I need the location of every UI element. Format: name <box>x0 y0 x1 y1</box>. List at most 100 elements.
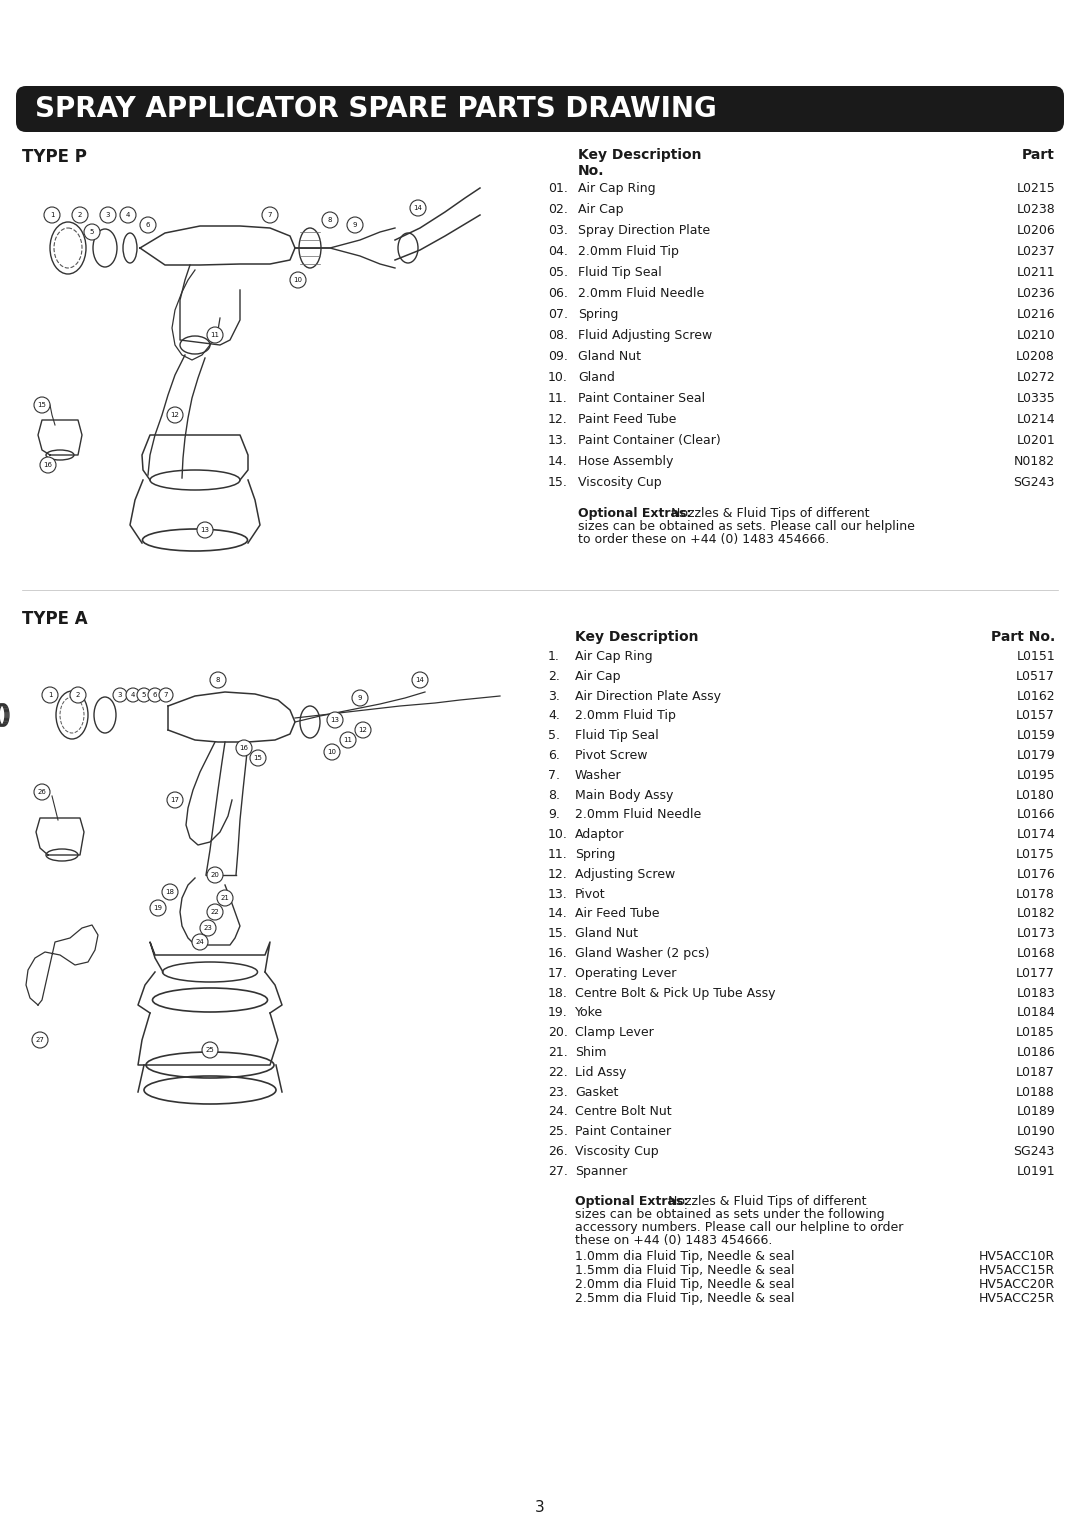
Text: Lid Assy: Lid Assy <box>575 1066 626 1079</box>
Text: 3: 3 <box>106 211 110 218</box>
Circle shape <box>347 218 363 233</box>
Text: 2.: 2. <box>548 669 559 683</box>
Text: 24: 24 <box>195 939 204 945</box>
Text: Air Feed Tube: Air Feed Tube <box>575 907 660 921</box>
Circle shape <box>192 935 208 950</box>
Circle shape <box>262 207 278 224</box>
Text: L0166: L0166 <box>1016 809 1055 821</box>
Text: L0162: L0162 <box>1016 689 1055 703</box>
Circle shape <box>410 201 426 216</box>
Text: L0237: L0237 <box>1016 245 1055 257</box>
Text: Fluid Tip Seal: Fluid Tip Seal <box>575 729 659 741</box>
Text: Paint Container: Paint Container <box>575 1124 671 1138</box>
Text: 5: 5 <box>141 692 146 699</box>
Text: L0201: L0201 <box>1016 434 1055 447</box>
Circle shape <box>207 867 222 882</box>
Text: Spanner: Spanner <box>575 1164 627 1178</box>
Circle shape <box>207 904 222 921</box>
Text: L0177: L0177 <box>1016 967 1055 980</box>
Text: 2.0mm Fluid Needle: 2.0mm Fluid Needle <box>578 286 704 300</box>
Circle shape <box>202 1042 218 1059</box>
Text: Gland: Gland <box>578 371 615 385</box>
Text: 21: 21 <box>220 895 229 901</box>
Text: 16: 16 <box>240 745 248 751</box>
Text: Paint Container Seal: Paint Container Seal <box>578 392 705 404</box>
Text: 13: 13 <box>201 527 210 533</box>
Text: SPRAY APPLICATOR SPARE PARTS DRAWING: SPRAY APPLICATOR SPARE PARTS DRAWING <box>35 95 717 123</box>
Circle shape <box>33 397 50 414</box>
Text: L0178: L0178 <box>1016 887 1055 901</box>
Text: 12: 12 <box>171 412 179 418</box>
Text: L0189: L0189 <box>1016 1106 1055 1118</box>
Text: 6: 6 <box>146 222 150 228</box>
Text: 20: 20 <box>211 872 219 878</box>
Text: 3.: 3. <box>548 689 559 703</box>
Text: Spring: Spring <box>578 308 619 322</box>
Text: 22.: 22. <box>548 1066 568 1079</box>
Text: 08.: 08. <box>548 329 568 342</box>
Text: 26: 26 <box>38 789 46 795</box>
Circle shape <box>210 673 226 688</box>
Text: Nozzles & Fluid Tips of different: Nozzles & Fluid Tips of different <box>666 507 869 519</box>
Text: 13.: 13. <box>548 434 568 447</box>
Text: 21.: 21. <box>548 1046 568 1059</box>
Circle shape <box>217 890 233 905</box>
Circle shape <box>291 273 306 288</box>
Text: 19.: 19. <box>548 1007 568 1019</box>
Text: 15: 15 <box>38 401 46 408</box>
Text: 23.: 23. <box>548 1086 568 1098</box>
Text: 9: 9 <box>353 222 357 228</box>
Text: Air Cap Ring: Air Cap Ring <box>575 650 652 663</box>
Circle shape <box>100 207 116 224</box>
Text: Main Body Assy: Main Body Assy <box>575 789 673 801</box>
Circle shape <box>44 207 60 224</box>
Text: 4: 4 <box>125 211 131 218</box>
Circle shape <box>72 207 87 224</box>
Text: 6.: 6. <box>548 749 559 761</box>
Text: these on +44 (0) 1483 454666.: these on +44 (0) 1483 454666. <box>575 1233 772 1247</box>
Text: 02.: 02. <box>548 204 568 216</box>
Text: 1.: 1. <box>548 650 559 663</box>
Text: 25: 25 <box>205 1046 214 1052</box>
Text: 1: 1 <box>48 692 52 699</box>
Text: L0190: L0190 <box>1016 1124 1055 1138</box>
Circle shape <box>33 784 50 800</box>
Text: 15: 15 <box>254 755 262 761</box>
Text: 6: 6 <box>152 692 158 699</box>
Text: 9.: 9. <box>548 809 559 821</box>
Text: 17.: 17. <box>548 967 568 980</box>
Text: Centre Bolt Nut: Centre Bolt Nut <box>575 1106 672 1118</box>
Text: Pivot: Pivot <box>575 887 606 901</box>
Text: L0195: L0195 <box>1016 769 1055 781</box>
Text: 15.: 15. <box>548 927 568 941</box>
Text: Spring: Spring <box>575 849 616 861</box>
Text: 4.: 4. <box>548 709 559 723</box>
Text: 2.0mm Fluid Tip: 2.0mm Fluid Tip <box>578 245 679 257</box>
Circle shape <box>140 218 156 233</box>
Text: Paint Container (Clear): Paint Container (Clear) <box>578 434 720 447</box>
Text: 12.: 12. <box>548 414 568 426</box>
Text: 16.: 16. <box>548 947 568 961</box>
Text: Optional Extras:: Optional Extras: <box>575 1195 688 1207</box>
Text: L0214: L0214 <box>1016 414 1055 426</box>
Text: 17: 17 <box>171 797 179 803</box>
Text: L0188: L0188 <box>1016 1086 1055 1098</box>
Text: 19: 19 <box>153 905 162 912</box>
Text: 8.: 8. <box>548 789 561 801</box>
Text: L0168: L0168 <box>1016 947 1055 961</box>
Text: 3: 3 <box>118 692 122 699</box>
Text: accessory numbers. Please call our helpline to order: accessory numbers. Please call our helpl… <box>575 1221 903 1233</box>
Text: sizes can be obtained as sets under the following: sizes can be obtained as sets under the … <box>575 1207 885 1221</box>
Text: 1.0mm dia Fluid Tip, Needle & seal: 1.0mm dia Fluid Tip, Needle & seal <box>575 1250 795 1262</box>
Text: Nozzles & Fluid Tips of different: Nozzles & Fluid Tips of different <box>664 1195 866 1207</box>
Text: 3: 3 <box>535 1500 545 1515</box>
Text: L0208: L0208 <box>1016 349 1055 363</box>
FancyBboxPatch shape <box>16 86 1064 132</box>
Text: L0184: L0184 <box>1016 1007 1055 1019</box>
Text: 22: 22 <box>211 908 219 915</box>
Circle shape <box>355 722 372 738</box>
Text: TYPE A: TYPE A <box>22 610 87 628</box>
Text: HV5ACC10R: HV5ACC10R <box>978 1250 1055 1262</box>
Text: HV5ACC25R: HV5ACC25R <box>978 1291 1055 1305</box>
Text: Gasket: Gasket <box>575 1086 619 1098</box>
